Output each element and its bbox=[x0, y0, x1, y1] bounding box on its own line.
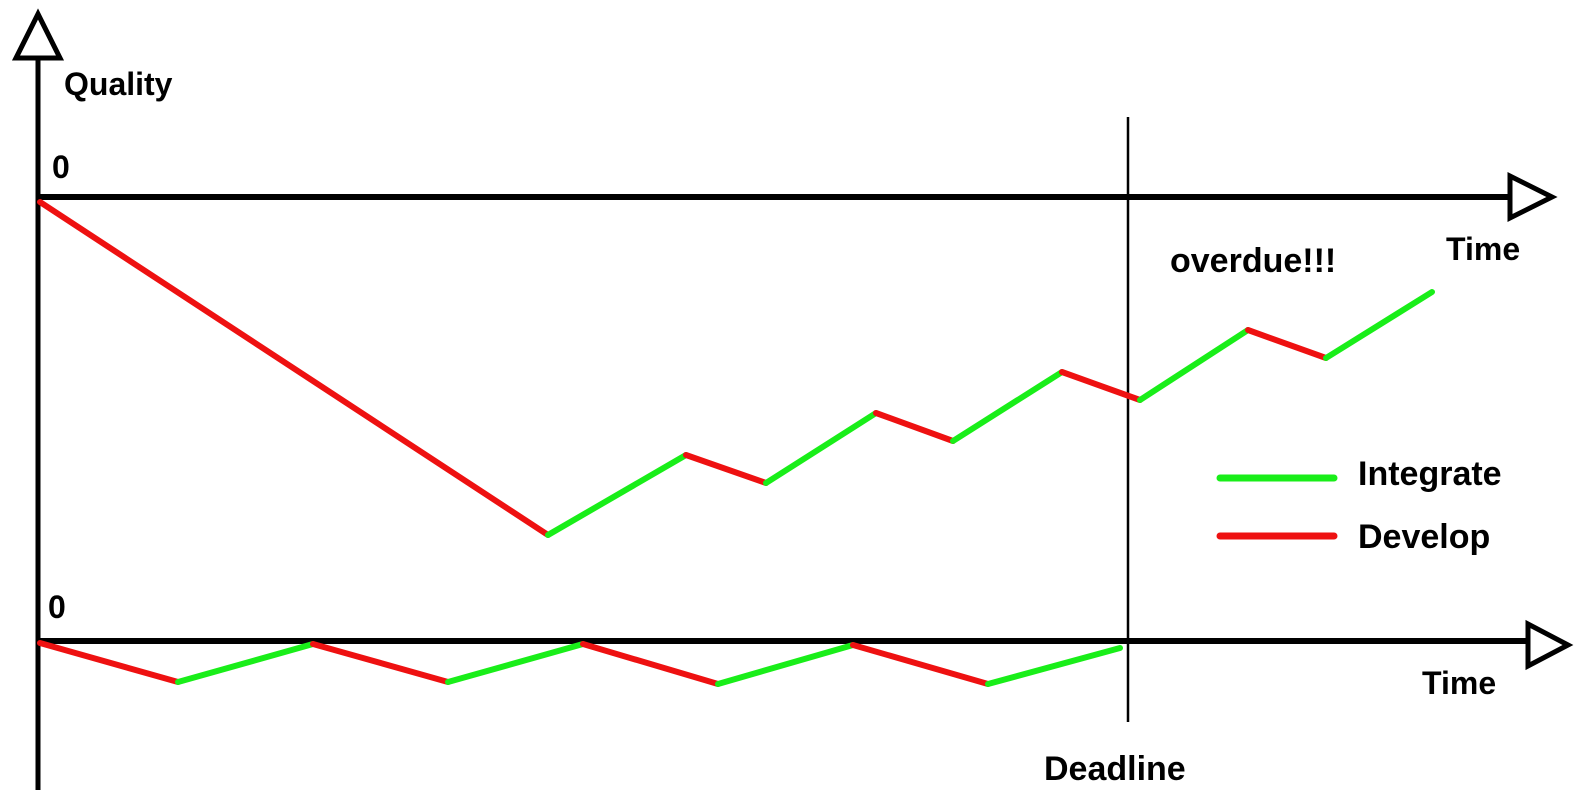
upper-integrate-segment bbox=[950, 369, 1065, 444]
upper-integrate-segment bbox=[1137, 327, 1251, 403]
lower-develop-segment bbox=[850, 642, 991, 687]
upper-integrate-segment bbox=[1323, 289, 1435, 361]
lower-integrate-segment bbox=[175, 641, 316, 685]
upper-develop-segment bbox=[37, 199, 551, 538]
lower-integrate-segment bbox=[985, 645, 1123, 687]
deadline-label: Deadline bbox=[1044, 750, 1186, 788]
lower-develop-segment bbox=[310, 641, 451, 685]
lower-integrate-segment bbox=[445, 641, 586, 685]
lower-develop-segment bbox=[37, 640, 181, 685]
legend: Integrate Develop bbox=[1216, 455, 1502, 556]
lower-quality-curve bbox=[37, 640, 1123, 687]
y-axis-arrowhead-icon bbox=[11, 8, 65, 61]
upper-integrate-segment bbox=[763, 410, 879, 486]
upper-x-axis-arrowhead-icon bbox=[1507, 171, 1558, 223]
lower-zero-label: 0 bbox=[48, 589, 66, 625]
legend-integrate-label: Integrate bbox=[1358, 455, 1502, 493]
upper-x-axis-title: Time bbox=[1446, 231, 1520, 267]
lower-x-axis-arrowhead-icon bbox=[1525, 619, 1574, 671]
upper-quality-curve bbox=[37, 199, 1435, 538]
upper-develop-segment bbox=[683, 452, 769, 486]
lower-x-axis-title: Time bbox=[1422, 665, 1496, 701]
legend-develop-label: Develop bbox=[1358, 518, 1490, 556]
upper-zero-label: 0 bbox=[52, 149, 70, 185]
upper-develop-segment bbox=[873, 410, 956, 444]
upper-integrate-segment bbox=[545, 452, 689, 538]
lower-integrate-segment bbox=[715, 642, 856, 687]
y-axis-title: Quality bbox=[64, 66, 173, 102]
upper-develop-segment bbox=[1245, 327, 1329, 361]
overdue-annotation: overdue!!! bbox=[1170, 242, 1336, 280]
upper-develop-segment bbox=[1059, 369, 1143, 403]
lower-develop-segment bbox=[580, 641, 721, 687]
